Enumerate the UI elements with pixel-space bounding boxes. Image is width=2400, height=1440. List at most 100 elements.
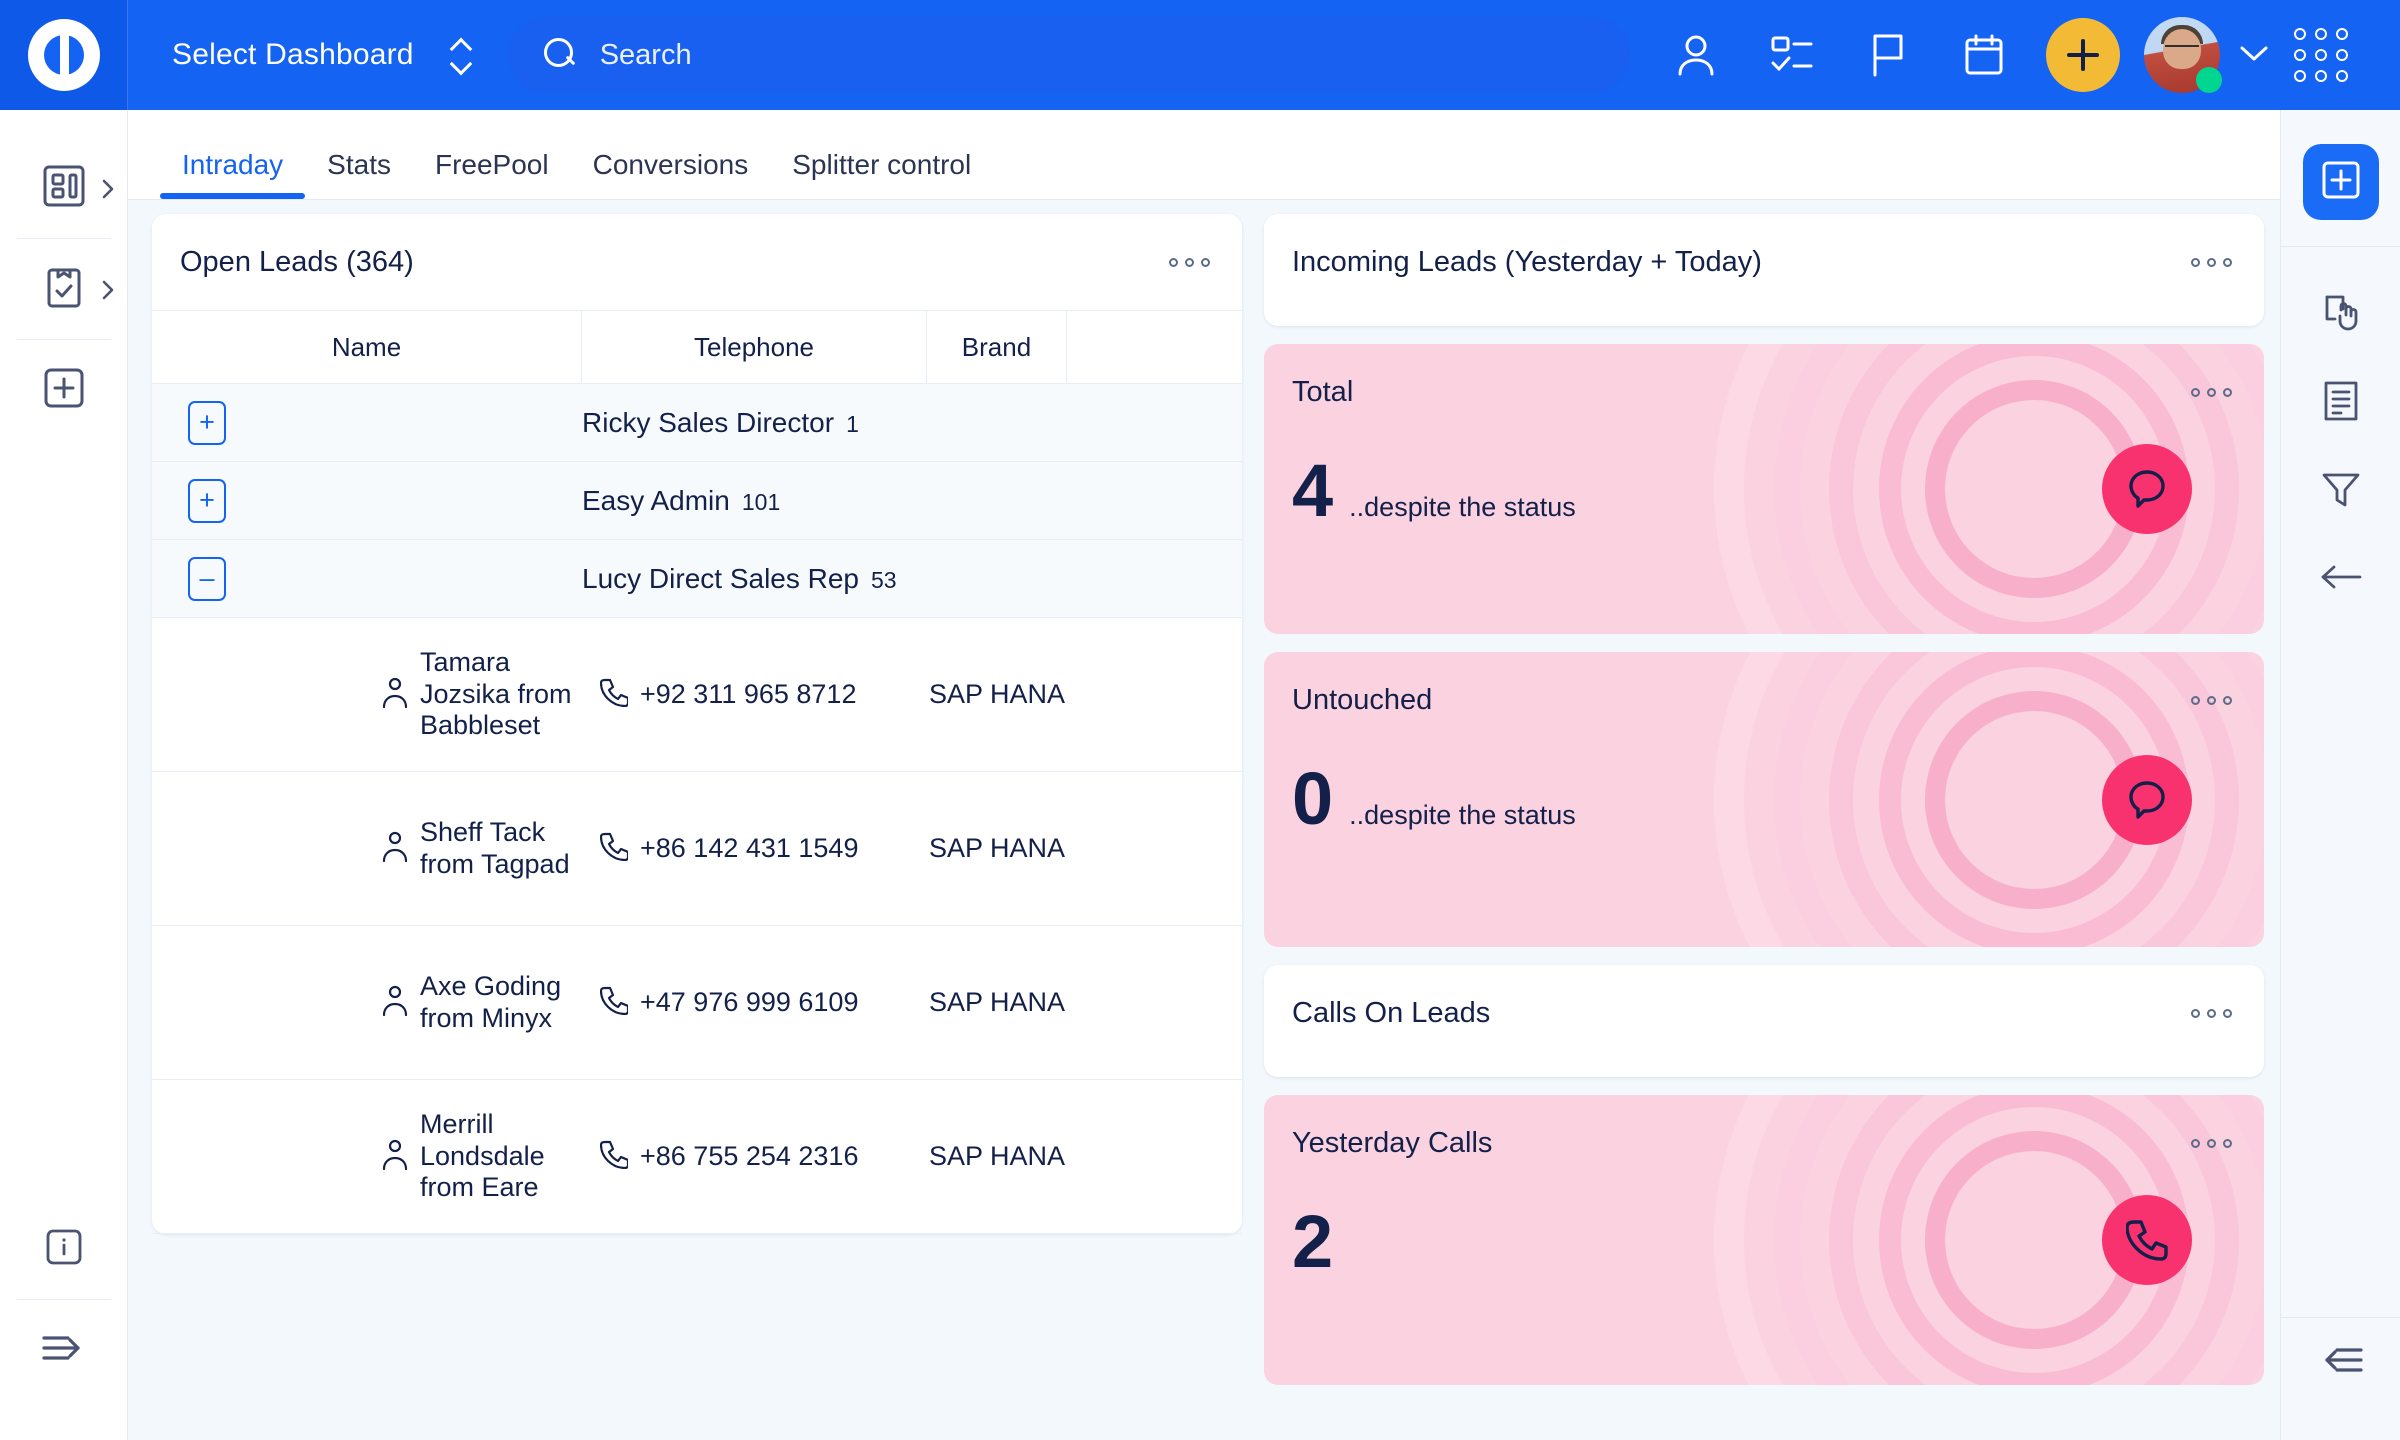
flag-icon[interactable]: [1840, 0, 1936, 110]
sidebar-divider: [16, 339, 111, 340]
right-sidebar-item-document[interactable]: [2281, 359, 2400, 447]
cell-brand: SAP HANA: [927, 679, 1067, 711]
account-menu-chevron-down-icon[interactable]: [2238, 42, 2270, 69]
tasklist-icon[interactable]: [1744, 0, 1840, 110]
sidebar-item-tasks[interactable]: [0, 239, 128, 339]
dashboard-selector[interactable]: Select Dashboard: [172, 38, 414, 71]
total-subtitle: ..despite the status: [1349, 492, 1576, 522]
table-group-row[interactable]: – Lucy Direct Sales Rep 53: [152, 540, 1242, 618]
group-count: 53: [871, 566, 897, 593]
table-row[interactable]: Axe Goding from Minyx +47 976 999 6109: [152, 926, 1242, 1080]
app-logo[interactable]: [0, 0, 128, 110]
sidebar-item-info[interactable]: [0, 1199, 128, 1299]
tab-splitter-control[interactable]: Splitter control: [792, 149, 972, 180]
table-row[interactable]: Merrill Londsdale from Eare +86 755 254 …: [152, 1080, 1242, 1234]
untouched-options-icon[interactable]: [2191, 695, 2232, 705]
lead-telephone: +47 976 999 6109: [640, 987, 859, 1017]
expand-toggle-icon[interactable]: +: [188, 478, 226, 523]
lead-brand: SAP HANA: [928, 678, 1066, 709]
table-row[interactable]: Tamara Jozsika from Babbleset +92 311 96…: [152, 618, 1242, 772]
dot: [2207, 1138, 2216, 1148]
table-group-row[interactable]: + Ricky Sales Director 1: [152, 384, 1242, 462]
lead-telephone: +92 311 965 8712: [640, 679, 857, 709]
search-icon: [543, 38, 578, 72]
total-card-header: Total: [1264, 344, 2264, 440]
dot: [2207, 387, 2216, 397]
sidebar-item-dashboard[interactable]: [0, 138, 128, 238]
widgets-column: Incoming Leads (Yesterday + Today) Total: [1264, 214, 2264, 1440]
dot: [2191, 1008, 2200, 1018]
avatar-glasses: [2164, 45, 2199, 53]
open-leads-table: Name Telephone Brand + Ricky Sales Direc…: [152, 310, 1242, 1234]
tab-intraday[interactable]: Intraday: [160, 149, 306, 199]
calendar-icon[interactable]: [1936, 0, 2032, 110]
main-content: Open Leads (364) Name Telephone Brand +: [128, 200, 2280, 1440]
sidebar-item-add[interactable]: [0, 340, 128, 440]
dot: [2207, 695, 2216, 705]
grid-dot: [2314, 28, 2327, 40]
left-sidebar: [0, 110, 128, 1440]
column-header-telephone[interactable]: Telephone: [582, 311, 927, 383]
add-widget-button[interactable]: [2302, 144, 2379, 220]
chevron-up-icon: [451, 40, 471, 51]
tab-freepool[interactable]: FreePool: [434, 149, 549, 180]
group-count: 101: [741, 488, 781, 515]
contact-icon[interactable]: [1648, 0, 1744, 110]
chat-bubble-icon[interactable]: [2102, 444, 2192, 534]
info-icon: [44, 1227, 84, 1272]
phone-icon: [599, 1139, 630, 1174]
add-button[interactable]: [2045, 18, 2120, 92]
lead-brand: SAP HANA: [928, 1140, 1066, 1171]
apps-grid-icon[interactable]: [2293, 28, 2348, 82]
table-body: + Ricky Sales Director 1 + Easy Admin 101 …: [152, 383, 1242, 1234]
add-widget-icon: [2320, 159, 2362, 206]
open-leads-card-header: Open Leads (364): [152, 214, 1242, 310]
column-header-brand[interactable]: Brand: [927, 311, 1067, 383]
yesterday-calls-options-icon[interactable]: [2191, 1138, 2232, 1148]
chat-bubble-icon[interactable]: [2102, 754, 2192, 845]
cell-brand: SAP HANA: [927, 1141, 1067, 1173]
search-input[interactable]: Search: [507, 17, 1630, 93]
phone-icon: [599, 831, 630, 866]
right-sidebar-item-filter[interactable]: [2281, 447, 2400, 535]
total-options-icon[interactable]: [2191, 387, 2232, 397]
dot: [2223, 695, 2232, 705]
yesterday-calls-card-body: 2: [1264, 1200, 2264, 1283]
collapse-right-icon: [38, 1327, 90, 1374]
calls-on-leads-options-icon[interactable]: [2191, 1008, 2232, 1018]
group-name: Lucy Direct Sales Rep: [582, 562, 860, 594]
dot: [2191, 257, 2200, 267]
sidebar-collapse-toggle[interactable]: [0, 1300, 128, 1400]
expand-toggle-icon[interactable]: +: [188, 400, 226, 445]
collapse-toggle-icon[interactable]: –: [188, 556, 226, 601]
yesterday-calls-card-header: Yesterday Calls: [1264, 1095, 2264, 1191]
dashboard-switch-icon[interactable]: [444, 29, 478, 81]
grid-dot: [2335, 49, 2348, 61]
open-leads-title: Open Leads (364): [180, 245, 414, 278]
open-leads-options-icon[interactable]: [1169, 257, 1210, 267]
group-count: 1: [846, 410, 859, 437]
right-sidebar-item-back[interactable]: [2281, 535, 2400, 623]
right-sidebar-item-drag[interactable]: [2281, 271, 2400, 359]
table-group-row[interactable]: + Easy Admin 101: [152, 462, 1242, 540]
table-row[interactable]: Sheff Tack from Tagpad +86 142 431 1549: [152, 772, 1242, 926]
grid-dot: [2335, 28, 2348, 40]
clipboard-check-icon: [41, 264, 87, 315]
grid-dot: [2314, 49, 2327, 61]
right-sidebar-collapse-toggle[interactable]: [2281, 1318, 2400, 1406]
tab-conversions[interactable]: Conversions: [592, 149, 749, 180]
group-name: Ricky Sales Director: [582, 406, 835, 438]
column-header-name[interactable]: Name: [152, 311, 582, 383]
lead-telephone: +86 755 254 2316: [640, 1141, 859, 1171]
incoming-leads-options-icon[interactable]: [2191, 257, 2232, 267]
phone-icon[interactable]: [2102, 1195, 2192, 1285]
untouched-value: 0: [1292, 757, 1334, 840]
tab-stats[interactable]: Stats: [327, 149, 391, 180]
yesterday-calls-value: 2: [1292, 1200, 1334, 1283]
column-header-extra[interactable]: [1067, 311, 1242, 383]
cell-name: Tamara Jozsika from Babbleset: [152, 647, 582, 743]
drag-hand-icon: [2319, 291, 2363, 340]
avatar[interactable]: [2143, 17, 2222, 93]
total-title: Total: [1292, 375, 1354, 408]
cell-telephone: +86 142 431 1549: [582, 831, 927, 866]
